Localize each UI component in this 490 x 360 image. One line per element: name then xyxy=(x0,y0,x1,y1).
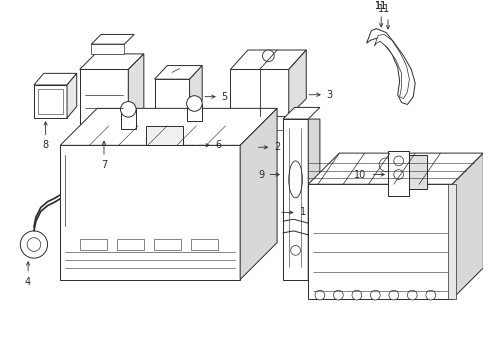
Bar xyxy=(191,239,218,250)
Circle shape xyxy=(379,158,393,172)
Bar xyxy=(117,239,144,250)
Polygon shape xyxy=(91,35,134,44)
Bar xyxy=(148,155,163,165)
Polygon shape xyxy=(143,122,208,134)
Circle shape xyxy=(389,290,399,300)
Text: 5: 5 xyxy=(221,92,228,102)
Bar xyxy=(80,239,107,250)
Bar xyxy=(187,104,202,121)
Polygon shape xyxy=(409,155,427,189)
Circle shape xyxy=(291,246,300,255)
Polygon shape xyxy=(283,107,320,119)
Circle shape xyxy=(187,96,202,111)
Circle shape xyxy=(121,102,136,117)
Text: 1: 1 xyxy=(299,207,306,217)
Bar xyxy=(91,44,124,54)
Polygon shape xyxy=(374,35,409,99)
Bar xyxy=(60,145,240,280)
Bar xyxy=(154,79,190,114)
Bar xyxy=(86,138,102,145)
Polygon shape xyxy=(225,141,257,155)
Polygon shape xyxy=(452,153,483,299)
Circle shape xyxy=(20,231,48,258)
Polygon shape xyxy=(240,108,277,280)
Bar xyxy=(220,138,256,157)
Bar xyxy=(233,116,255,130)
Text: 11: 11 xyxy=(375,1,387,11)
Bar xyxy=(121,109,136,129)
Bar xyxy=(143,134,196,155)
Circle shape xyxy=(27,238,41,251)
Text: 11: 11 xyxy=(378,4,390,14)
Ellipse shape xyxy=(289,161,302,198)
Bar xyxy=(174,155,190,165)
Bar xyxy=(153,239,181,250)
Polygon shape xyxy=(190,66,202,114)
Polygon shape xyxy=(128,54,144,138)
Text: 3: 3 xyxy=(327,90,333,100)
Circle shape xyxy=(370,290,380,300)
Bar xyxy=(283,119,308,280)
Bar xyxy=(448,184,456,299)
Polygon shape xyxy=(230,50,306,69)
Text: 4: 4 xyxy=(25,276,31,287)
Circle shape xyxy=(315,290,325,300)
Bar xyxy=(34,85,67,118)
Polygon shape xyxy=(308,119,320,280)
Polygon shape xyxy=(220,126,266,138)
Text: 6: 6 xyxy=(216,140,222,150)
Text: 2: 2 xyxy=(274,142,280,152)
Circle shape xyxy=(394,170,404,179)
Bar xyxy=(110,138,125,145)
Bar xyxy=(230,69,289,116)
Circle shape xyxy=(334,290,343,300)
Bar xyxy=(157,114,169,126)
Polygon shape xyxy=(289,50,306,116)
Text: 7: 7 xyxy=(101,160,107,170)
Bar xyxy=(38,89,63,114)
Polygon shape xyxy=(367,28,415,104)
Bar xyxy=(80,69,128,138)
Bar xyxy=(388,151,409,196)
Circle shape xyxy=(352,290,362,300)
Polygon shape xyxy=(60,108,277,145)
Circle shape xyxy=(407,290,417,300)
Polygon shape xyxy=(154,66,202,79)
Polygon shape xyxy=(308,153,483,184)
Polygon shape xyxy=(67,73,77,118)
Bar xyxy=(175,114,187,126)
Polygon shape xyxy=(80,54,144,69)
Text: 11: 11 xyxy=(375,1,387,11)
Text: 8: 8 xyxy=(43,140,49,150)
Bar xyxy=(308,184,452,299)
Circle shape xyxy=(426,290,436,300)
Polygon shape xyxy=(34,73,77,85)
Text: 10: 10 xyxy=(354,170,367,180)
Polygon shape xyxy=(146,126,183,145)
Circle shape xyxy=(394,156,404,166)
Bar xyxy=(263,116,284,130)
Circle shape xyxy=(263,50,274,62)
Text: 9: 9 xyxy=(258,170,265,180)
